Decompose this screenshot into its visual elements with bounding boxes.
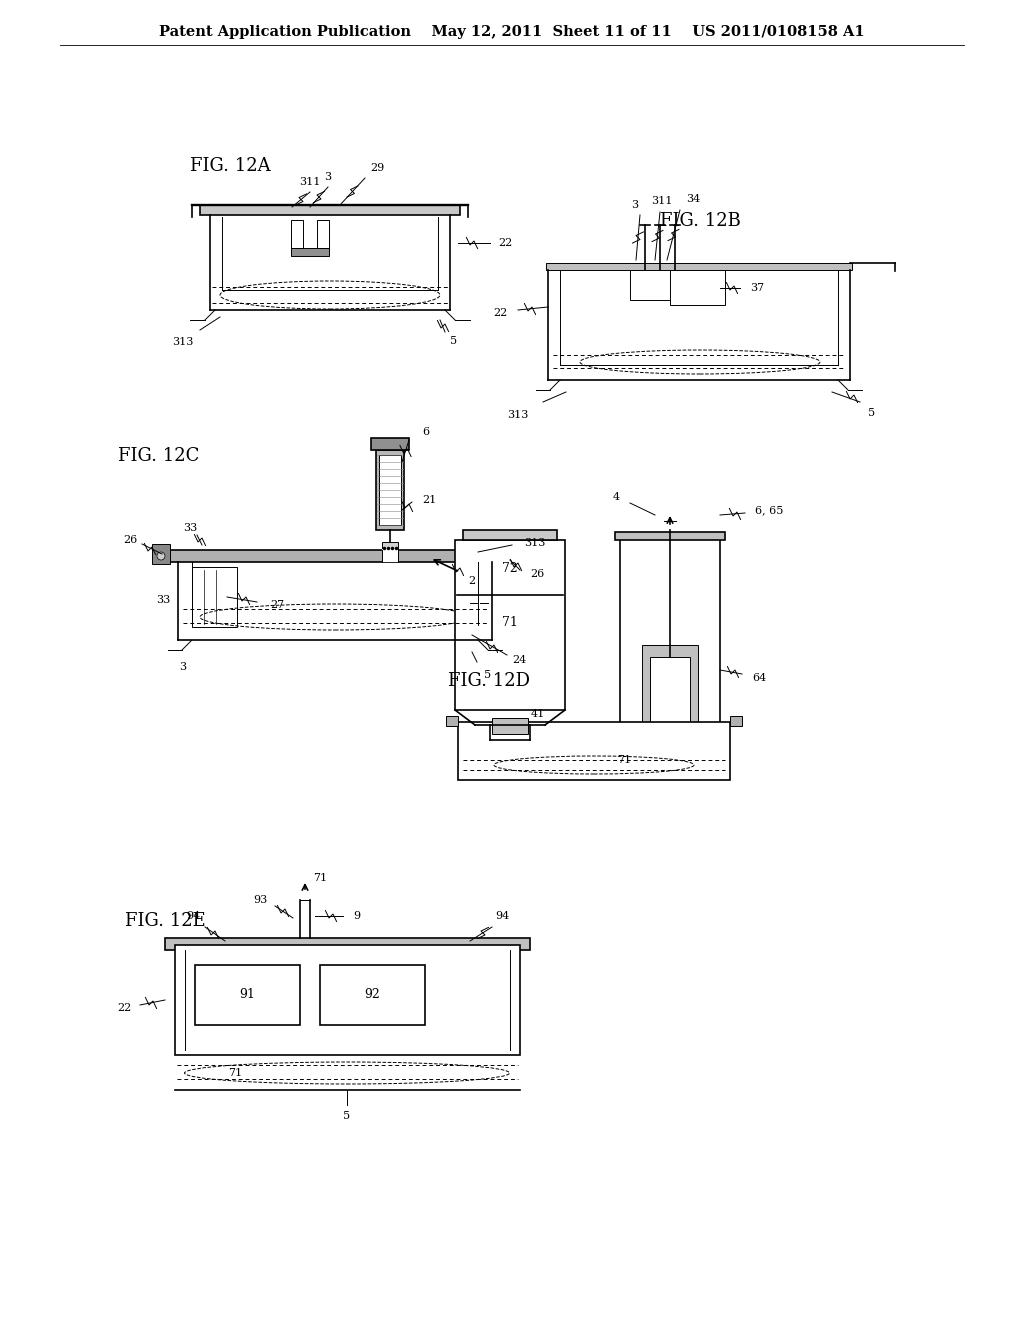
- Text: 24: 24: [512, 655, 526, 665]
- Text: 71: 71: [313, 873, 327, 883]
- Bar: [670, 271, 725, 305]
- Bar: [458, 722, 730, 780]
- Text: 3: 3: [632, 201, 639, 210]
- Circle shape: [505, 552, 513, 560]
- Text: 92: 92: [365, 989, 380, 1002]
- Bar: [200, 205, 460, 215]
- Text: FIG. 12B: FIG. 12B: [660, 213, 741, 230]
- Text: 3: 3: [325, 172, 332, 182]
- Bar: [620, 535, 720, 730]
- Bar: [165, 939, 530, 950]
- Text: 33: 33: [156, 595, 170, 605]
- Circle shape: [157, 552, 165, 560]
- Bar: [193, 568, 237, 627]
- Text: 72: 72: [502, 561, 518, 574]
- Bar: [382, 549, 398, 562]
- Bar: [546, 263, 852, 271]
- Text: 5: 5: [484, 671, 492, 680]
- Bar: [382, 543, 398, 554]
- Text: 71: 71: [616, 755, 631, 766]
- Text: 33: 33: [183, 523, 198, 533]
- Text: 5: 5: [343, 1111, 350, 1121]
- Text: 6, 65: 6, 65: [755, 506, 783, 515]
- Text: 3: 3: [179, 663, 186, 672]
- Text: 94: 94: [186, 911, 200, 921]
- Bar: [195, 965, 300, 1026]
- Bar: [379, 455, 401, 525]
- Bar: [376, 450, 404, 531]
- Text: 26: 26: [123, 535, 137, 545]
- Text: 313: 313: [507, 411, 528, 420]
- Text: 29: 29: [370, 162, 384, 173]
- Text: FIG. 12A: FIG. 12A: [190, 157, 270, 176]
- Text: 4: 4: [613, 492, 620, 502]
- Text: 311: 311: [651, 195, 673, 206]
- Bar: [615, 532, 725, 540]
- Text: 6: 6: [422, 426, 429, 437]
- Bar: [630, 271, 690, 300]
- Text: FIG. 12D: FIG. 12D: [449, 672, 530, 690]
- Text: 21: 21: [422, 495, 436, 506]
- Bar: [492, 718, 528, 734]
- Bar: [152, 544, 170, 564]
- Text: FIG. 12E: FIG. 12E: [125, 912, 206, 931]
- Text: 37: 37: [750, 282, 764, 293]
- Bar: [500, 544, 518, 564]
- Bar: [170, 550, 500, 562]
- Text: 22: 22: [117, 1003, 131, 1012]
- Text: FIG. 12C: FIG. 12C: [118, 447, 200, 465]
- Text: 22: 22: [498, 238, 512, 248]
- Text: 27: 27: [270, 601, 284, 610]
- Bar: [319, 965, 425, 1026]
- Text: 71: 71: [228, 1068, 242, 1078]
- Text: 93: 93: [253, 895, 267, 906]
- Bar: [291, 248, 329, 256]
- Bar: [371, 438, 409, 450]
- Text: 311: 311: [299, 177, 321, 187]
- Text: 41: 41: [530, 709, 545, 719]
- Text: 313: 313: [524, 539, 546, 548]
- Text: 71: 71: [502, 616, 518, 630]
- Bar: [291, 220, 303, 248]
- Bar: [730, 715, 742, 726]
- Text: 2: 2: [468, 576, 475, 586]
- Text: 94: 94: [495, 911, 509, 921]
- Text: 91: 91: [239, 989, 255, 1002]
- Bar: [455, 540, 565, 710]
- Bar: [650, 657, 690, 722]
- Text: 64: 64: [752, 673, 766, 682]
- Text: 313: 313: [172, 337, 194, 347]
- Text: 5: 5: [450, 337, 457, 346]
- Text: 5: 5: [868, 408, 876, 418]
- Bar: [463, 531, 557, 540]
- Bar: [642, 645, 698, 730]
- Text: 9: 9: [353, 911, 360, 921]
- Text: 34: 34: [686, 194, 700, 205]
- Bar: [175, 945, 520, 1055]
- Bar: [446, 715, 458, 726]
- Text: 26: 26: [530, 569, 544, 579]
- Text: Patent Application Publication    May 12, 2011  Sheet 11 of 11    US 2011/010815: Patent Application Publication May 12, 2…: [159, 25, 865, 40]
- Text: 22: 22: [494, 308, 508, 318]
- Bar: [317, 220, 329, 248]
